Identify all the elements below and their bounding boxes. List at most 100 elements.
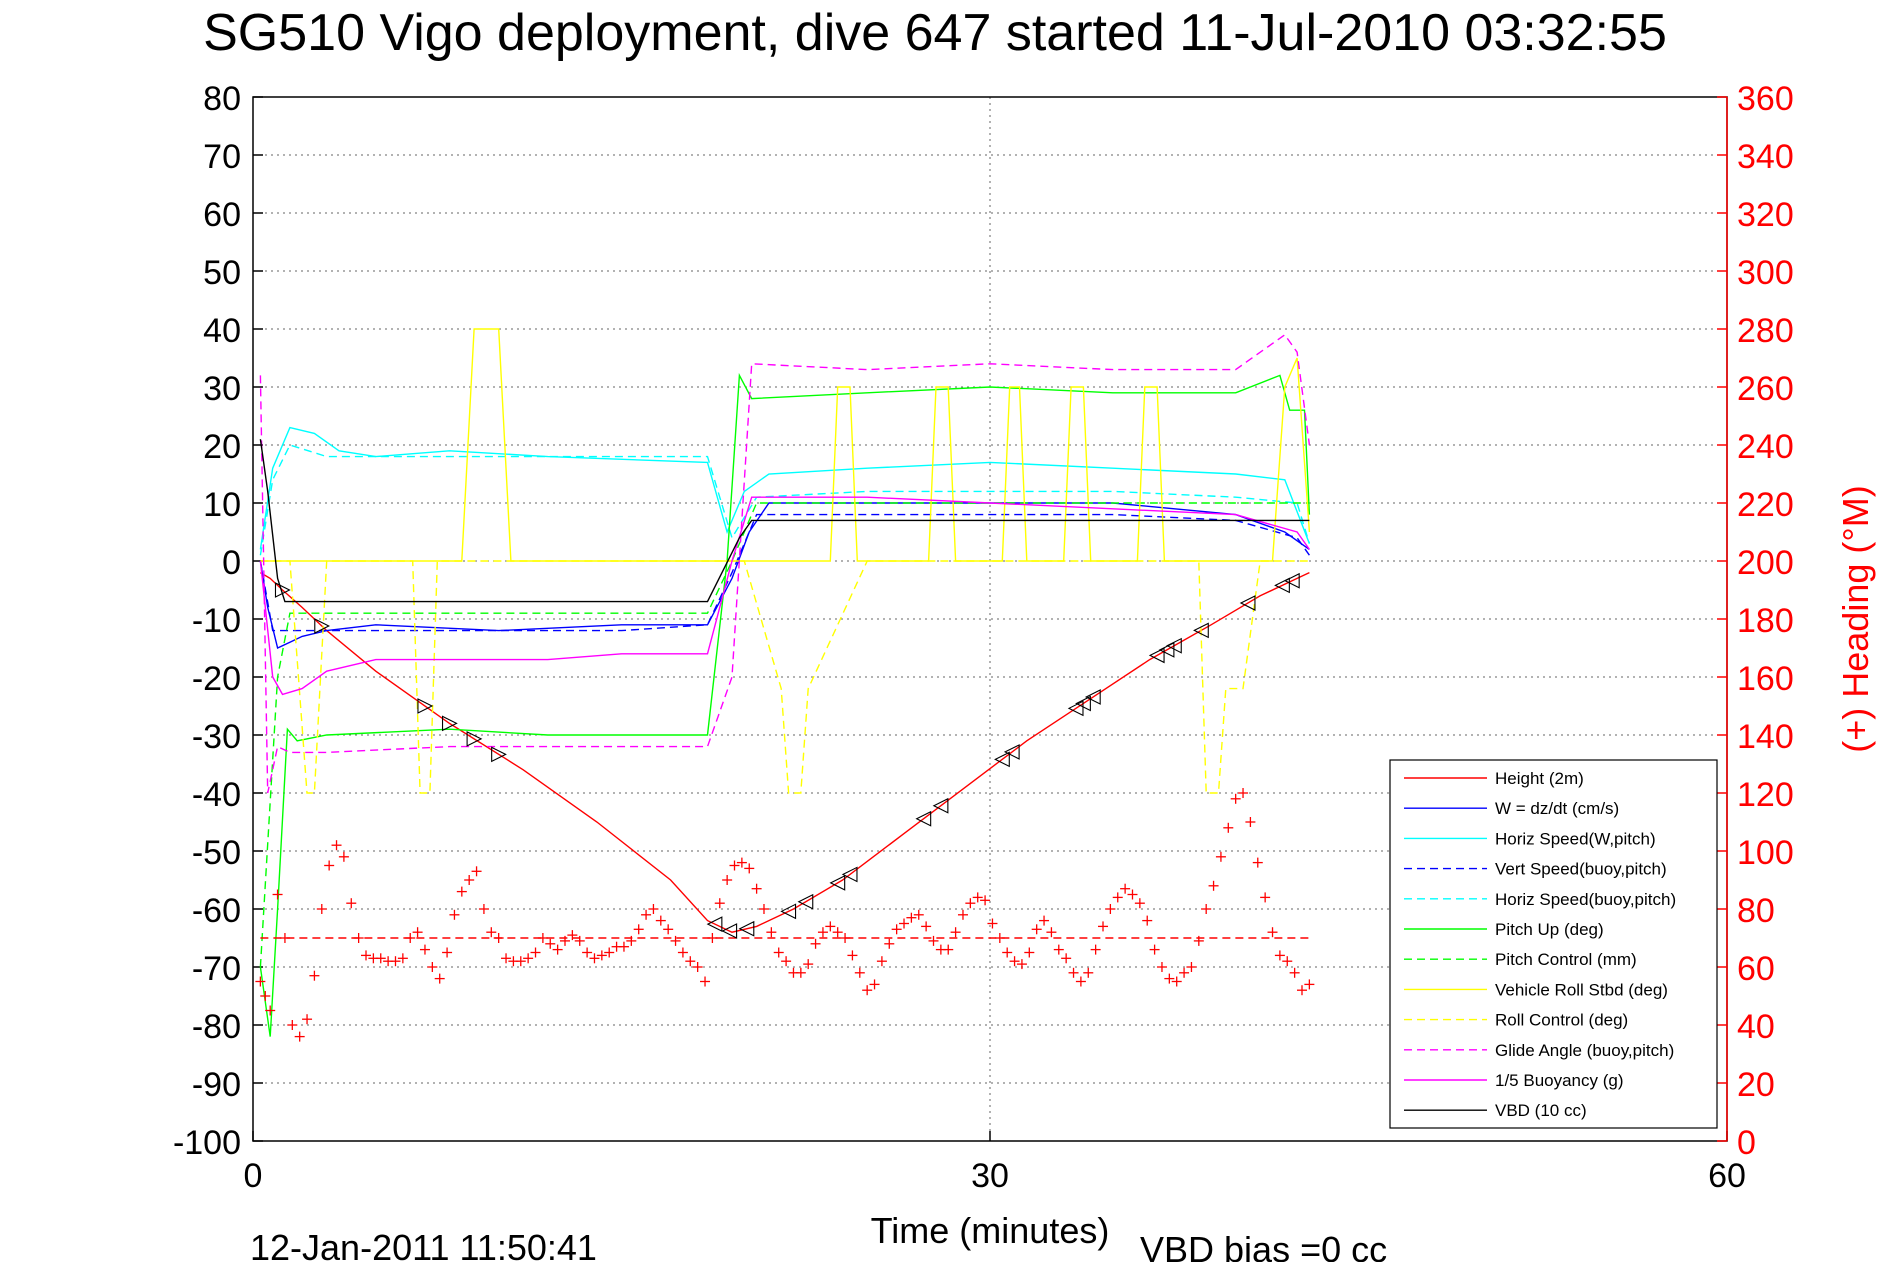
height-marker — [706, 916, 723, 932]
left-tick-label: -70 — [192, 950, 241, 988]
right-tick-label: 40 — [1737, 1008, 1775, 1046]
legend-box — [1389, 759, 1718, 1129]
heading-point — [1252, 857, 1263, 868]
heading-point — [1149, 944, 1160, 955]
legend-label: 1/5 Buoyancy (g) — [1495, 1071, 1624, 1090]
heading-point — [1061, 953, 1072, 964]
heading-point — [574, 935, 585, 946]
heading-point — [324, 860, 335, 871]
heading-point — [501, 953, 512, 964]
heading-point — [1208, 880, 1219, 891]
heading-point — [1031, 924, 1042, 935]
heading-point — [1282, 956, 1293, 967]
heading-point — [1267, 927, 1278, 938]
x-tick-label: 30 — [971, 1157, 1009, 1195]
heading-point — [279, 933, 290, 943]
heading-point — [618, 941, 629, 952]
series-line-1-5-buoyancy-g — [259, 496, 1310, 696]
heading-point — [1179, 967, 1190, 978]
series-line-w-dz-dt-cm-s — [259, 502, 1310, 649]
heading-point — [1120, 883, 1131, 894]
grid-lines — [253, 97, 1727, 1141]
footer-vbd-bias: VBD bias =0 cc — [1140, 1229, 1387, 1262]
heading-point — [523, 953, 534, 964]
legend-label: Height (2m) — [1495, 769, 1584, 788]
legend-label: Pitch Control (mm) — [1495, 950, 1637, 969]
right-tick-label: 340 — [1737, 138, 1794, 176]
heading-point — [1201, 904, 1212, 914]
right-axis: 3603403203002802602402202001801601401201… — [1717, 80, 1794, 1162]
left-tick-label: -100 — [173, 1124, 241, 1162]
height-marker — [1003, 744, 1020, 760]
heading-point — [530, 947, 541, 958]
legend-label: W = dz/dt (cm/s) — [1495, 799, 1619, 818]
height-marker — [417, 698, 434, 714]
heading-point — [744, 863, 755, 874]
heading-layer — [255, 788, 1315, 1042]
height-marker — [491, 746, 507, 763]
legend-label: Roll Control (deg) — [1495, 1011, 1628, 1030]
left-tick-label: 60 — [203, 196, 241, 234]
heading-point — [255, 976, 266, 987]
heading-point — [1098, 921, 1109, 932]
series-line-horiz-speed-buoy-pitch — [259, 444, 1311, 556]
right-tick-label: 140 — [1737, 718, 1794, 756]
heading-point — [847, 950, 858, 961]
right-tick-label: 0 — [1737, 1124, 1756, 1162]
heading-point — [1171, 976, 1182, 987]
heading-point — [478, 904, 489, 914]
series-line-pitch-control-mm — [259, 502, 1310, 968]
heading-point — [1024, 947, 1035, 958]
heading-point — [471, 866, 482, 877]
heading-point — [884, 938, 895, 949]
heading-point — [294, 1031, 305, 1042]
heading-point — [1068, 967, 1079, 978]
height-marker — [738, 920, 755, 937]
height-marker — [721, 923, 738, 939]
height-marker — [1148, 647, 1165, 664]
heading-point — [1193, 935, 1204, 946]
heading-point — [803, 959, 814, 970]
left-tick-label: 0 — [222, 544, 241, 582]
heading-point — [604, 947, 615, 958]
height-marker — [915, 810, 932, 827]
right-tick-label: 360 — [1737, 80, 1794, 118]
heading-point — [1112, 892, 1123, 903]
heading-point — [331, 840, 342, 851]
heading-point — [965, 898, 976, 909]
heading-point — [663, 924, 674, 935]
heading-point — [449, 909, 460, 920]
heading-point — [1274, 950, 1285, 961]
heading-point — [1016, 959, 1027, 970]
series-line-vert-speed-buoy-pitch — [259, 513, 1310, 632]
heading-point — [795, 967, 806, 978]
right-tick-label: 320 — [1737, 196, 1794, 234]
heading-point — [714, 898, 725, 909]
left-tick-label: -10 — [192, 602, 241, 640]
heading-point — [1230, 793, 1241, 804]
heading-point — [1304, 979, 1315, 990]
left-tick-label: 80 — [203, 80, 241, 118]
heading-point — [928, 935, 939, 946]
heading-point — [626, 935, 637, 946]
height-marker — [780, 903, 797, 920]
heading-point — [1046, 927, 1057, 938]
height-marker — [829, 875, 846, 891]
heading-point — [1156, 962, 1167, 972]
x-tick-label: 60 — [1708, 1157, 1746, 1195]
heading-point — [817, 927, 828, 938]
heading-point — [825, 921, 836, 932]
series-line-vehicle-roll-stbd-deg — [260, 328, 1311, 562]
left-tick-label: -20 — [192, 660, 241, 698]
heading-point — [980, 895, 991, 906]
x-axis: 0 30 60 — [244, 1131, 1746, 1195]
heading-point — [515, 956, 526, 967]
heading-point — [346, 898, 357, 909]
left-tick-label: 50 — [203, 254, 241, 292]
x-tick-label: 0 — [244, 1157, 263, 1195]
heading-point — [670, 935, 681, 946]
height-marker — [1158, 641, 1175, 658]
heading-point — [559, 935, 570, 946]
heading-point — [700, 976, 711, 987]
